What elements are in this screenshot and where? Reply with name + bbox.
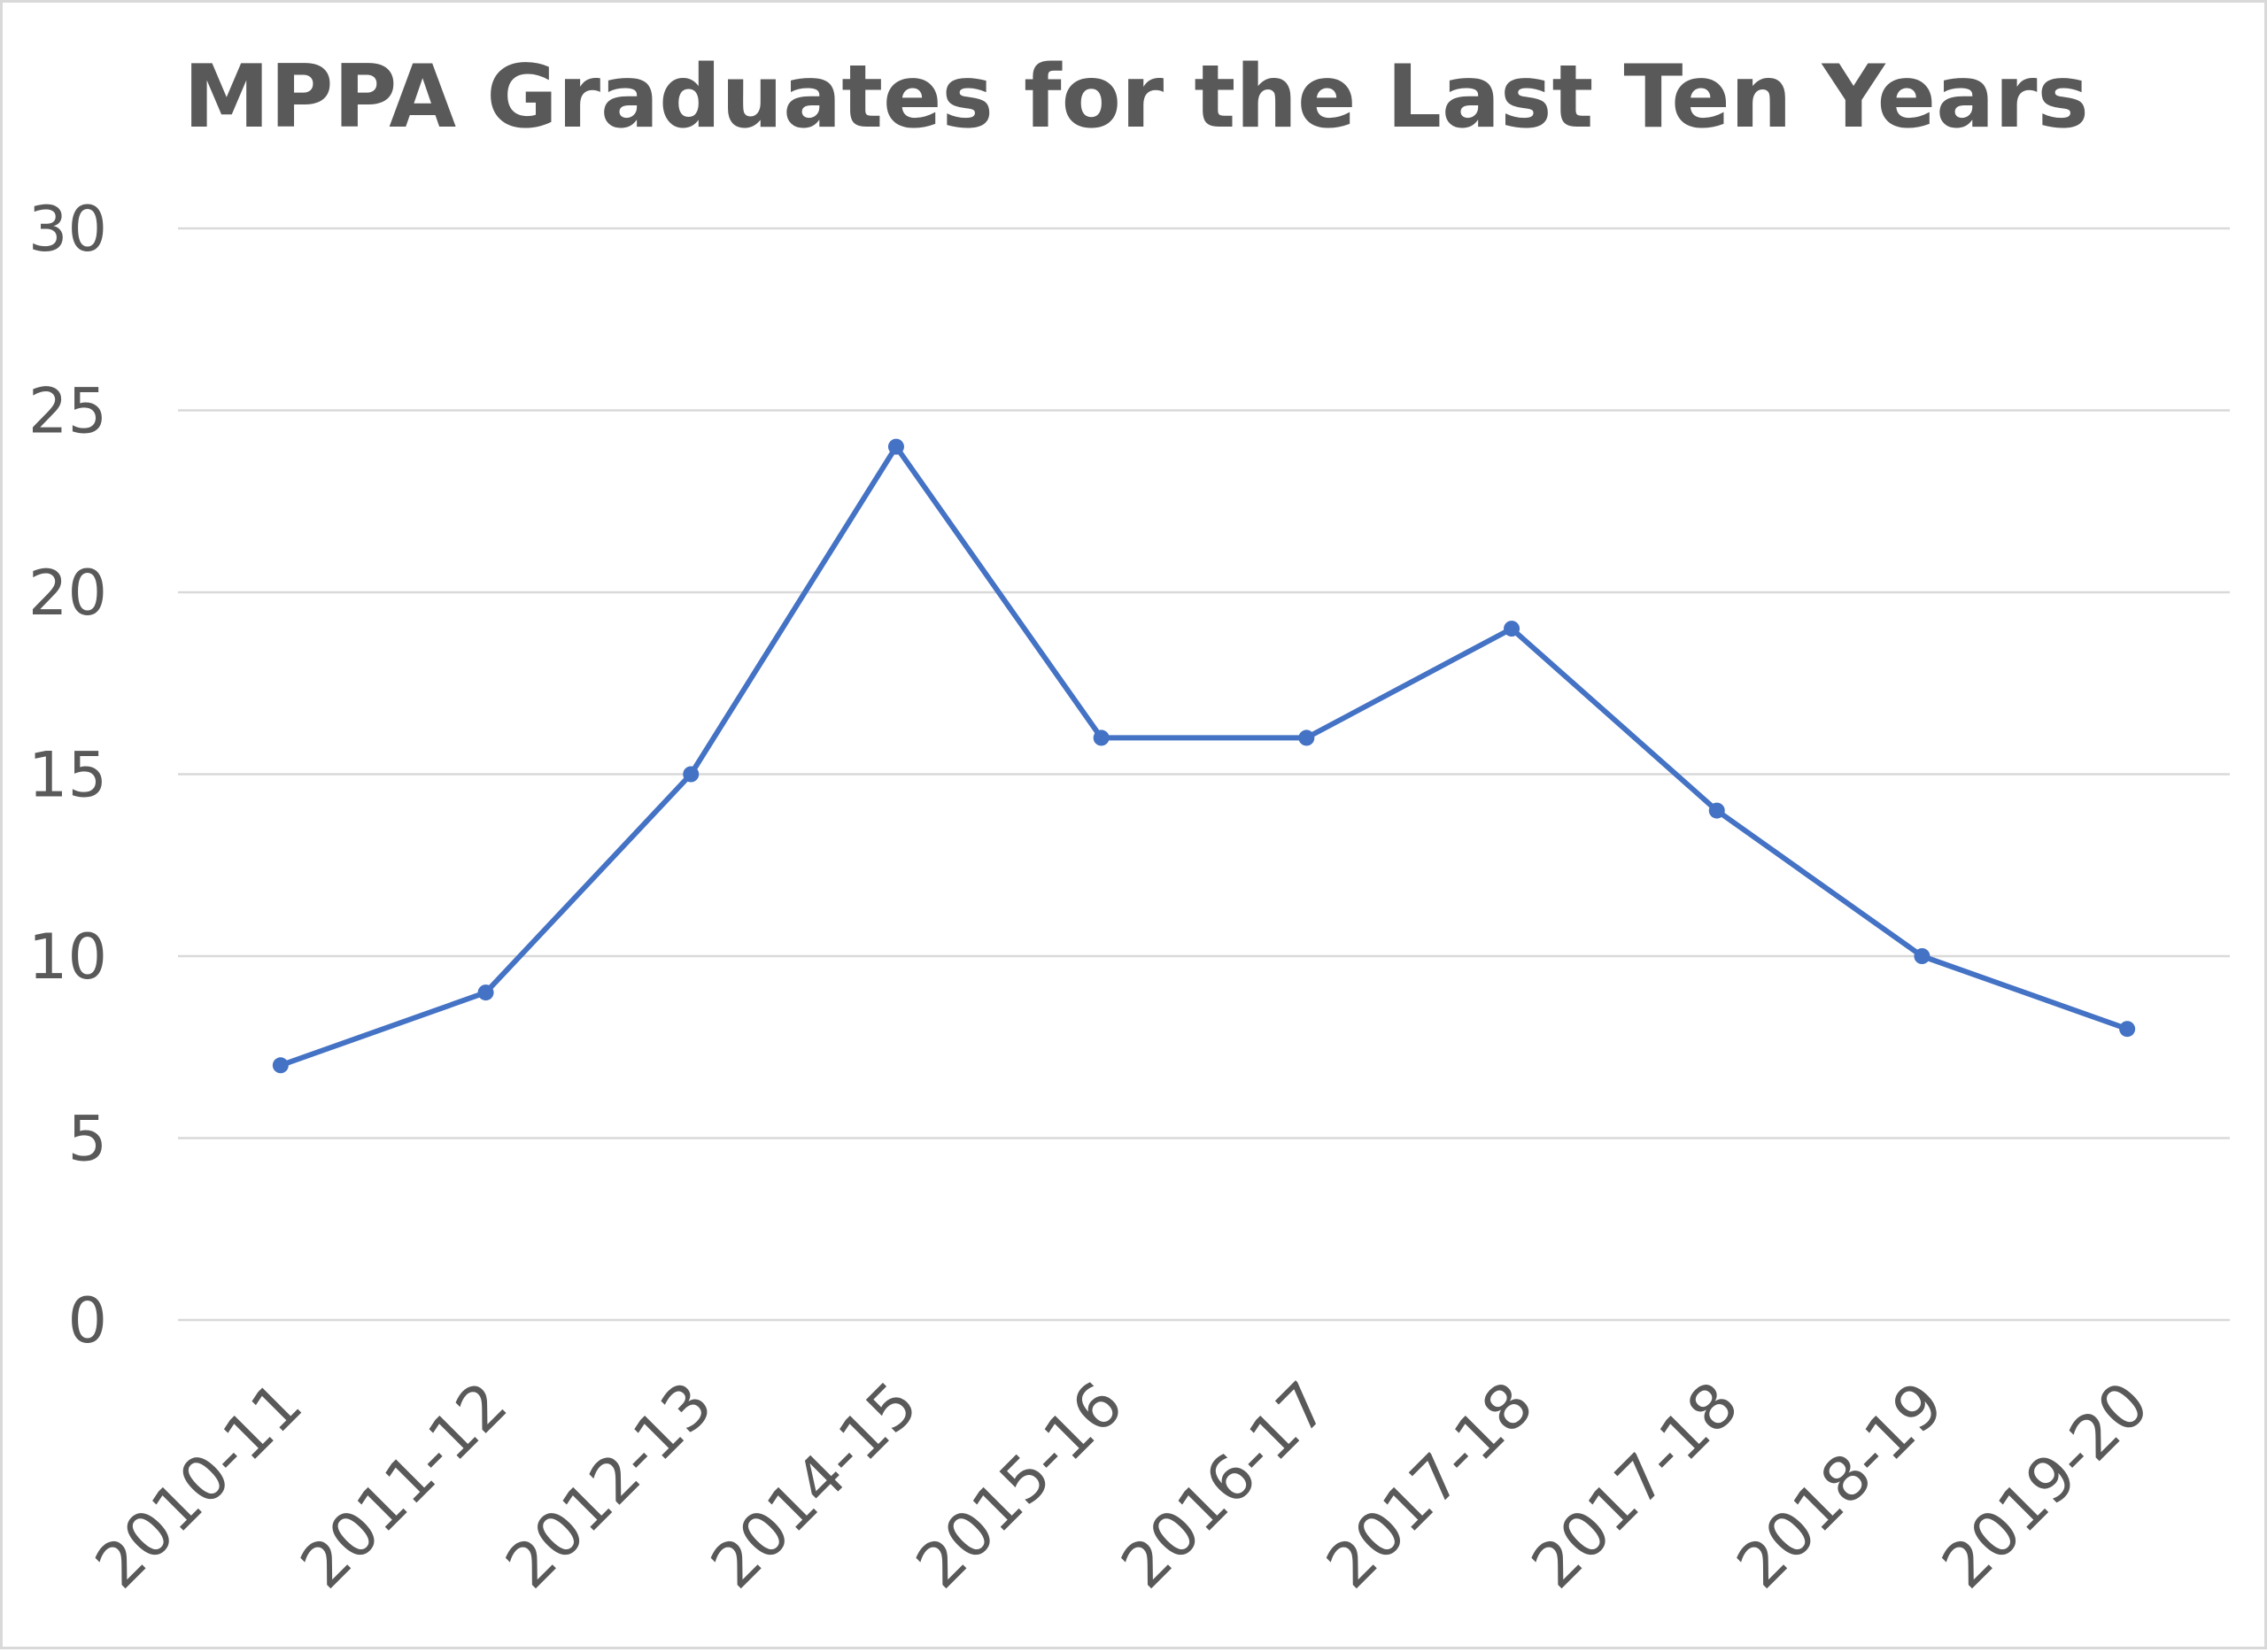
x-tick-label: 2012-13 bbox=[491, 1368, 726, 1602]
data-point bbox=[1298, 730, 1315, 746]
x-tick-label: 2017-18 bbox=[1518, 1368, 1752, 1602]
y-tick-label: 10 bbox=[28, 921, 107, 993]
data-point bbox=[1708, 802, 1725, 819]
data-point bbox=[683, 766, 700, 783]
x-tick-label: 2018-19 bbox=[1723, 1368, 1958, 1602]
x-tick-label: 2019-20 bbox=[1928, 1368, 2163, 1602]
data-point bbox=[1914, 948, 1930, 964]
x-tick-label: 2010-11 bbox=[81, 1368, 316, 1602]
y-tick-label: 30 bbox=[28, 193, 107, 266]
data-point bbox=[2119, 1021, 2136, 1038]
x-axis-tick-labels: 2010-112011-122012-132014-152015-162016-… bbox=[81, 1368, 2163, 1602]
series-line bbox=[277, 444, 2131, 1069]
x-tick-label: 2015-16 bbox=[902, 1368, 1137, 1602]
x-tick-label: 2014-15 bbox=[697, 1368, 932, 1602]
y-tick-label: 15 bbox=[28, 739, 107, 812]
data-point bbox=[477, 984, 494, 1001]
y-tick-label: 25 bbox=[28, 375, 107, 448]
chart-title: MPPA Graduates for the Last Ten Years bbox=[183, 47, 2089, 148]
x-tick-label: 2016-17 bbox=[1108, 1368, 1342, 1602]
data-point bbox=[272, 1057, 289, 1074]
data-point bbox=[1093, 730, 1110, 746]
y-tick-label: 5 bbox=[67, 1103, 107, 1176]
x-tick-label: 2017-18 bbox=[1312, 1368, 1547, 1602]
series-layer bbox=[272, 438, 2136, 1074]
line-chart: MPPA Graduates for the Last Ten Years 0 5… bbox=[28, 47, 2230, 1602]
y-tick-label: 0 bbox=[67, 1285, 107, 1357]
gridlines bbox=[178, 227, 2230, 1322]
y-tick-label: 20 bbox=[28, 557, 107, 629]
data-point bbox=[1504, 621, 1520, 637]
data-point bbox=[887, 438, 904, 455]
y-axis-tick-labels: 0 5 10 15 20 25 30 bbox=[28, 193, 107, 1357]
x-tick-label: 2011-12 bbox=[287, 1368, 522, 1602]
